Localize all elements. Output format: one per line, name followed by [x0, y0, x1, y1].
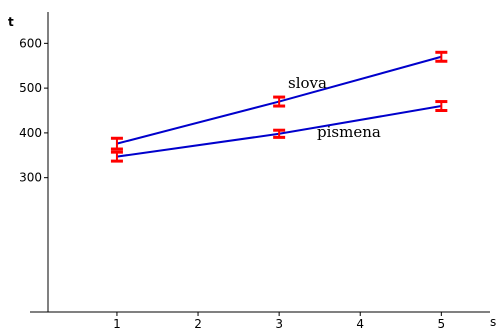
- error-bar-pismena: [273, 128, 286, 139]
- y-axis-title: t: [8, 15, 14, 29]
- x-tick-label: 1: [113, 317, 121, 329]
- error-bar-slova: [273, 95, 286, 108]
- error-bar-pismena: [110, 150, 123, 163]
- x-tick-label: 2: [194, 317, 202, 329]
- series-label-pismena: pismena: [317, 123, 381, 141]
- x-tick-label: 5: [438, 317, 446, 329]
- x-ticks: 1 2 3 4 5: [113, 312, 445, 329]
- y-tick-label: 300: [19, 171, 42, 185]
- series-label-slova: slova: [288, 74, 327, 92]
- error-bars: [110, 50, 448, 163]
- x-axis-title: s: [490, 315, 496, 329]
- error-bar-pismena: [435, 100, 448, 113]
- y-tick-label: 500: [19, 81, 42, 95]
- error-bar-slova: [435, 50, 448, 63]
- y-tick-label: 400: [19, 126, 42, 140]
- x-tick-label: 4: [356, 317, 364, 329]
- x-tick-label: 3: [275, 317, 283, 329]
- y-tick-label: 600: [19, 36, 42, 50]
- error-bar-slova: [110, 136, 123, 151]
- y-ticks: 300 400 500 600: [19, 36, 48, 185]
